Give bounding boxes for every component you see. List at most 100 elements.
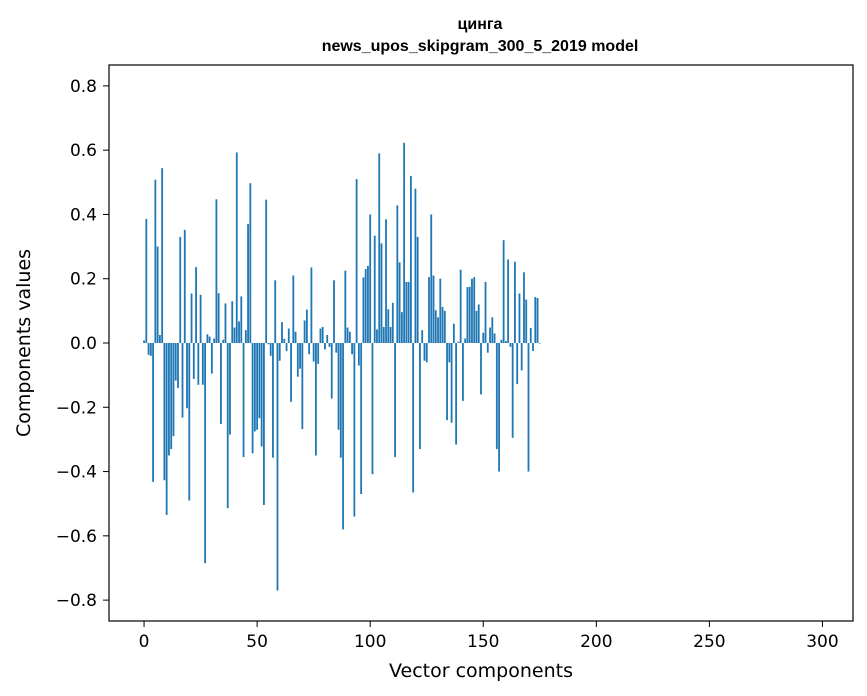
bar xyxy=(355,179,358,343)
bar xyxy=(208,336,211,343)
y-tick-label: 0.4 xyxy=(70,205,97,225)
bar xyxy=(468,286,471,343)
bar xyxy=(296,343,299,377)
bar xyxy=(154,179,157,343)
bar xyxy=(249,183,252,343)
bar xyxy=(206,334,209,343)
bar xyxy=(321,326,324,343)
bar xyxy=(378,153,381,343)
bar xyxy=(511,343,514,438)
bar xyxy=(235,152,238,343)
bar xyxy=(520,343,523,371)
bar xyxy=(242,343,245,458)
bar xyxy=(335,343,338,353)
y-axis-ticks: 0.8 0.6 0.4 0.2 0.0 −0.2 −0.4 −0.6 −0.8 xyxy=(56,77,109,611)
bar xyxy=(419,343,421,450)
bar xyxy=(387,309,390,343)
bar xyxy=(276,343,279,591)
x-tick-label: 300 xyxy=(806,632,838,652)
bar xyxy=(165,343,168,515)
bar xyxy=(516,343,519,385)
bar xyxy=(434,310,437,343)
bar xyxy=(267,343,270,345)
bar xyxy=(330,343,333,399)
bar xyxy=(504,341,507,343)
bar xyxy=(484,281,487,343)
bar xyxy=(414,188,417,343)
bar xyxy=(204,343,207,564)
bar xyxy=(172,343,175,437)
bar xyxy=(403,142,406,343)
x-tick-label: 100 xyxy=(354,632,386,652)
bar xyxy=(344,270,347,343)
bars-group xyxy=(143,142,541,591)
bar xyxy=(405,281,408,343)
bar xyxy=(247,224,249,343)
bar xyxy=(147,343,150,355)
bar xyxy=(226,343,229,509)
bar xyxy=(425,343,428,363)
bar xyxy=(149,343,152,356)
bar xyxy=(407,281,410,343)
bar xyxy=(260,343,263,447)
chart-subtitle: news_upos_skipgram_300_5_2019 model xyxy=(322,38,639,55)
bar xyxy=(473,277,476,343)
bar xyxy=(351,343,354,355)
bar xyxy=(299,343,301,369)
bar xyxy=(308,343,311,355)
bar xyxy=(233,327,236,343)
bar xyxy=(428,277,430,343)
bar xyxy=(152,343,154,482)
y-axis-label: Components values xyxy=(13,249,35,437)
bar xyxy=(337,343,340,430)
bar xyxy=(278,343,281,361)
bar xyxy=(346,327,349,343)
bar xyxy=(186,343,188,409)
bar xyxy=(509,343,512,347)
bar xyxy=(500,339,503,343)
bar xyxy=(195,267,197,343)
bar xyxy=(156,246,159,343)
bar xyxy=(498,343,500,472)
bar xyxy=(364,269,367,343)
bar xyxy=(170,343,173,450)
bar xyxy=(287,328,290,343)
bar xyxy=(256,343,259,430)
bar xyxy=(199,294,202,343)
x-tick-label: 0 xyxy=(139,632,150,652)
bar xyxy=(489,327,491,343)
bar xyxy=(263,343,265,505)
bar xyxy=(145,218,148,343)
bar xyxy=(477,304,480,343)
bar xyxy=(190,293,193,343)
bar xyxy=(333,280,335,343)
bar xyxy=(143,340,145,343)
bar xyxy=(283,338,286,343)
chart-title: цинга xyxy=(458,16,503,33)
bar xyxy=(495,343,498,450)
bar xyxy=(409,175,412,343)
bar xyxy=(367,265,369,343)
bar xyxy=(319,328,322,343)
bar xyxy=(482,332,485,343)
bar xyxy=(161,168,164,343)
x-tick-label: 150 xyxy=(467,632,499,652)
bar xyxy=(514,261,516,343)
bar xyxy=(437,317,439,343)
bar xyxy=(224,303,227,343)
bar xyxy=(525,299,528,343)
bar xyxy=(423,343,426,361)
bar xyxy=(229,343,231,435)
bar xyxy=(269,343,272,356)
x-axis-ticks: 0 50 100 150 200 250 300 xyxy=(139,621,839,652)
bar xyxy=(536,298,539,343)
bar xyxy=(197,343,200,385)
bar xyxy=(446,343,448,421)
bar xyxy=(443,310,446,343)
bar xyxy=(441,307,444,343)
bar xyxy=(430,214,433,343)
bar xyxy=(459,269,462,343)
bar xyxy=(244,330,247,343)
bar xyxy=(538,343,541,344)
bar xyxy=(310,267,313,343)
